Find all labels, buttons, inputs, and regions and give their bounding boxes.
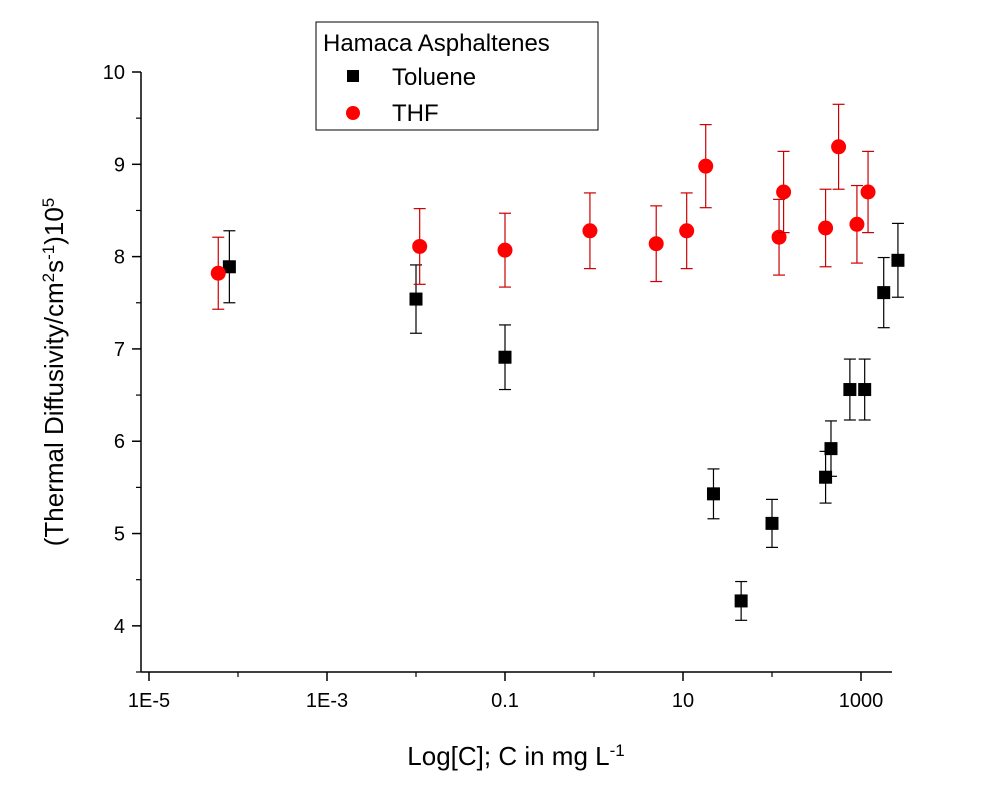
thf-point-7 [771,229,787,245]
x-axis-title-sup: -1 [610,741,625,760]
y-axis-title-part-0: (Thermal Diffusivity/cm [39,282,69,546]
legend-marker-thf [346,106,360,120]
thf-point-2 [497,242,513,258]
thf-point-8 [776,184,792,200]
y-axis-title-part-2: s [39,260,69,273]
toluene-point-1 [409,292,423,306]
thf-point-6 [698,158,714,174]
toluene-point-6 [819,470,833,484]
toluene-point-10 [877,286,891,300]
y-axis-title-sup-3: -1 [39,245,58,260]
x-axis-title-main: Log[C]; C in mg L [407,741,609,771]
legend-marker-toluene [347,70,359,82]
legend-box [315,21,599,131]
legend: Hamaca Asphaltenes Toluene THF [315,21,599,131]
thf-point-3 [582,223,598,239]
toluene-point-8 [843,383,857,397]
thf-point-5 [679,223,695,239]
series-layer [210,103,905,621]
x-tick-label-0: 1E-5 [128,690,170,712]
toluene-point-9 [858,383,872,397]
x-tick-label-4: 1000 [839,690,884,712]
plot-area: 1E-5 1E-3 0.1 10 1000 4 5 6 7 8 9 10 [103,62,905,712]
thf-point-1 [412,238,428,254]
y-axis-title: (Thermal Diffusivity/cm2s-1)105 [39,198,70,547]
legend-title: Hamaca Asphaltenes [323,30,550,57]
thf-point-4 [648,236,664,252]
series-toluene [222,222,905,621]
thf-point-11 [849,216,865,232]
y-tick-label-1: 5 [114,524,125,546]
y-axis-title-sup-5: 5 [39,198,58,207]
y-tick-label-3: 7 [114,339,125,361]
toluene-point-0 [222,260,236,274]
legend-label-toluene: Toluene [392,64,476,91]
x-tick-label-1: 1E-3 [306,690,348,712]
toluene-point-4 [734,594,748,608]
x-axis-title: Log[C]; C in mg L-1 [407,741,624,772]
legend-label-thf: THF [392,100,439,127]
y-tick-label-4: 8 [114,247,125,269]
thf-point-10 [831,139,847,155]
x-ticks: 1E-5 1E-3 0.1 10 1000 [128,672,883,712]
toluene-point-7 [824,442,838,456]
y-axis-title-sup-1: 2 [39,273,58,282]
toluene-point-11 [891,253,905,267]
toluene-point-3 [706,487,720,501]
toluene-point-5 [765,516,779,530]
y-tick-label-6: 10 [103,62,125,84]
series-thf [210,103,876,310]
y-tick-label-2: 6 [114,431,125,453]
thf-point-9 [818,220,834,236]
x-tick-label-2: 0.1 [491,690,519,712]
y-tick-label-0: 4 [114,616,125,638]
y-axis-title-part-4: )10 [39,207,69,245]
thf-point-12 [860,184,876,200]
y-tick-label-5: 9 [114,154,125,176]
y-ticks: 4 5 6 7 8 9 10 [103,62,141,673]
toluene-point-2 [498,350,512,364]
x-tick-label-3: 10 [672,690,694,712]
thf-point-0 [210,265,226,281]
